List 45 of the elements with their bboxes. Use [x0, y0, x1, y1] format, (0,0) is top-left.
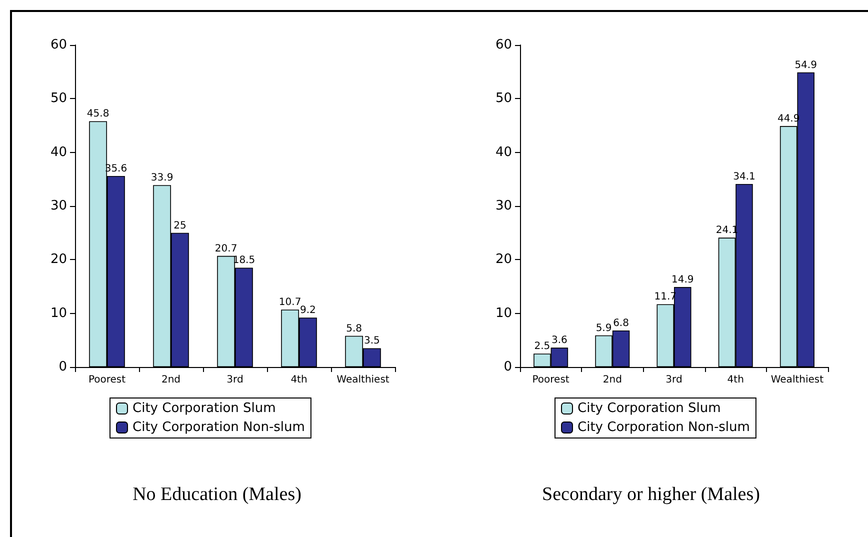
- data-label: 3.6: [551, 335, 568, 346]
- data-label: 9.2: [300, 305, 316, 316]
- x-tick-label: Wealthiest: [336, 374, 390, 386]
- data-label: 5.8: [346, 323, 362, 334]
- y-tick-label: 40: [495, 144, 512, 160]
- legend-label: City Corporation Slum: [578, 401, 721, 416]
- legend-label: City Corporation Non-slum: [578, 420, 750, 435]
- x-tick-label: Poorest: [88, 374, 126, 386]
- y-tick-label: 50: [495, 91, 512, 106]
- y-tick-label: 60: [495, 38, 512, 52]
- data-label: 20.7: [214, 243, 238, 254]
- legend-label: City Corporation Slum: [132, 401, 276, 416]
- data-label: 34.1: [733, 171, 756, 182]
- y-tick-label: 20: [50, 252, 67, 268]
- data-label: 33.9: [150, 172, 174, 184]
- x-tick-label: 2nd: [161, 374, 181, 386]
- x-tick-label: 3rd: [666, 374, 682, 386]
- data-label: 54.9: [794, 60, 817, 71]
- data-label: 2.5: [534, 341, 550, 352]
- x-tick-label: 4th: [727, 374, 744, 386]
- y-tick-label: 30: [495, 198, 512, 214]
- data-label: 6.8: [613, 318, 629, 330]
- data-label: 10.7: [278, 297, 302, 308]
- data-label: 3.5: [364, 336, 380, 347]
- y-tick-label: 0: [58, 360, 67, 374]
- y-tick-label: 10: [50, 306, 67, 321]
- x-tick-label: Wealthiest: [770, 374, 824, 386]
- y-tick-label: 40: [50, 144, 67, 160]
- x-tick-label: 2nd: [602, 374, 622, 386]
- x-tick-label: 4th: [290, 374, 308, 386]
- text: Secondary or higher (Males): [542, 484, 760, 505]
- y-tick-label: 60: [50, 38, 67, 52]
- x-tick-label: Poorest: [532, 374, 570, 386]
- x-tick-label: 3rd: [226, 374, 244, 386]
- data-label: 14.9: [671, 274, 694, 286]
- text: No Education (Males): [132, 484, 302, 505]
- legend-label: City Corporation Non-slum: [132, 420, 305, 435]
- data-label: 5.9: [596, 322, 612, 334]
- y-tick-label: 50: [50, 91, 67, 106]
- y-tick-label: 10: [495, 306, 512, 321]
- y-tick-label: 30: [50, 198, 67, 214]
- data-label: 45.8: [86, 108, 110, 120]
- y-tick-label: 20: [495, 252, 512, 268]
- data-label: 25: [174, 220, 186, 232]
- y-tick-label: 0: [504, 360, 512, 374]
